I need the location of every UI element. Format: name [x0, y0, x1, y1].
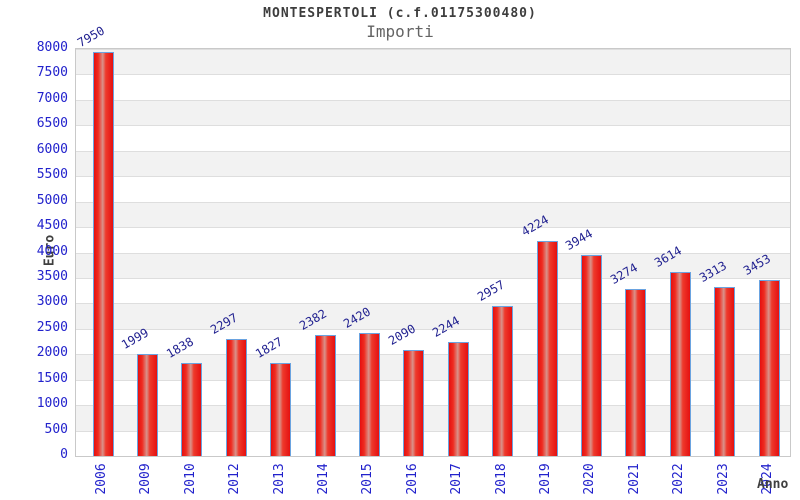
bar-2021 [625, 289, 647, 456]
y-tick-label: 0 [60, 447, 68, 462]
y-tick-label: 5500 [36, 167, 68, 183]
y-tick-label: 1000 [36, 396, 68, 412]
bar-2015 [358, 332, 380, 456]
y-tick-label: 2500 [36, 319, 68, 335]
x-tick-label-2016: 2016 [404, 463, 420, 495]
y-tick-label: 7500 [36, 65, 68, 81]
y-tick-label: 1500 [36, 370, 68, 386]
x-tick-label-2006: 2006 [94, 463, 109, 495]
y-tick-label: 4000 [36, 243, 68, 259]
y-tick-label: 2000 [36, 345, 68, 361]
bar-2014 [314, 334, 336, 456]
grid-band [76, 227, 790, 253]
x-tick-label-2012: 2012 [227, 463, 243, 495]
bar-2016 [403, 349, 425, 456]
y-tick-label: 500 [44, 421, 68, 437]
grid-band [76, 49, 790, 75]
y-tick-label: 6000 [36, 141, 68, 157]
bar-2010 [181, 362, 203, 456]
bar-2017 [447, 341, 469, 456]
y-tick-label: 3500 [36, 268, 68, 284]
chart-title: MONTESPERTOLI (c.f.01175300480) [263, 6, 537, 21]
grid-band [76, 125, 790, 151]
y-tick-label: 3000 [36, 294, 68, 310]
x-tick-label-2021: 2021 [626, 463, 642, 495]
grid-band [76, 99, 790, 126]
bar-2020 [580, 255, 602, 456]
x-tick-label-2013: 2013 [271, 463, 287, 495]
bar-2013 [270, 363, 292, 456]
bar-2006 [92, 51, 114, 456]
y-tick-label: 5000 [36, 192, 68, 208]
y-tick-label: 4500 [36, 218, 68, 234]
x-tick-label-2015: 2015 [360, 463, 376, 495]
bar-2009 [136, 354, 158, 456]
bar-2022 [669, 272, 691, 456]
grid-band [76, 252, 790, 278]
grid-band [76, 201, 790, 228]
y-tick-label: 8000 [36, 40, 68, 55]
y-axis-tick-labels: 8000 7500 7000 6500 6000 5500 5000 4500 4000 3500… [0, 40, 68, 462]
bar-2019 [536, 241, 558, 456]
x-tick-label-2022: 2022 [671, 463, 687, 495]
bar-2012 [225, 339, 247, 456]
grid-band [76, 74, 790, 100]
x-tick-label-2009: 2009 [138, 463, 154, 495]
x-axis-tick-labels: 2006 2009 2010 2012 2013 2014 2015 2016 2017 2018… [75, 455, 789, 500]
chart-subtitle: Importi [366, 22, 434, 41]
y-tick-label: 6500 [36, 116, 68, 132]
y-tick-label: 7000 [36, 90, 68, 106]
grid-band [76, 176, 790, 202]
x-tick-label-2017: 2017 [449, 463, 465, 495]
x-tick-label-2014: 2014 [316, 463, 331, 495]
x-tick-label-2018: 2018 [493, 463, 509, 495]
x-tick-label-2024: 2024 [760, 463, 775, 495]
grid-band [76, 150, 790, 177]
x-tick-label-2019: 2019 [538, 463, 553, 495]
plot-area: 7950 1999 1838 2297 1827 2382 2420 2090 2244 2957… [75, 23, 791, 457]
x-tick-label-2023: 2023 [715, 463, 731, 495]
x-tick-label-2010: 2010 [182, 463, 198, 495]
bar-2018 [492, 305, 514, 456]
x-tick-label-2020: 2020 [582, 463, 598, 495]
bar-2023 [714, 287, 736, 456]
bar-2024 [758, 280, 780, 456]
x-axis-title: Anno [757, 477, 789, 492]
